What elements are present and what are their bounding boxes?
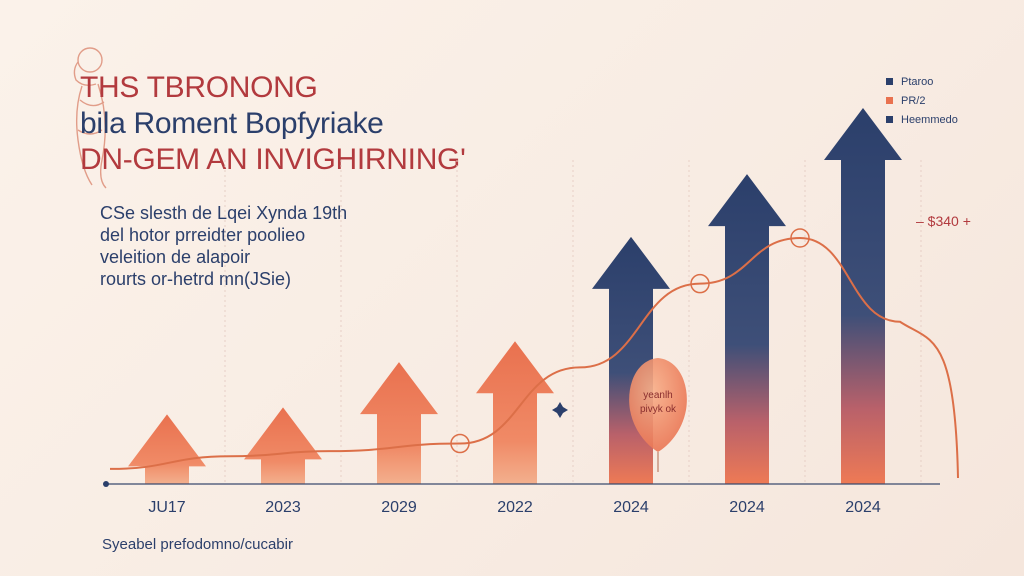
- axis-origin-dot: [103, 481, 109, 487]
- trend-marker: [790, 228, 810, 248]
- description-line: CSe slesth de Lqei Xynda 19th: [100, 203, 348, 223]
- trend-line: [109, 236, 959, 479]
- trend-marker: [690, 273, 710, 294]
- bar-arrow: [360, 362, 438, 484]
- title-line-3: DN-GEM AN INVIGHIRNING': [80, 143, 466, 176]
- balloon-shape: [629, 358, 687, 452]
- legend: Ptaroo PR/2 Heemmedo: [886, 72, 958, 129]
- legend-label: PR/2: [901, 94, 926, 107]
- x-tick-label: JU17: [148, 499, 185, 516]
- chart-title: THS TBRONONG bila Roment Bopfyriake DN-G…: [80, 70, 466, 178]
- legend-swatch: [886, 78, 893, 85]
- legend-label: Ptaroo: [901, 75, 934, 88]
- footer-caption: Syeabel prefodomno/cucabir: [102, 536, 293, 553]
- legend-item: PR/2: [886, 91, 958, 110]
- bar-arrow: [824, 108, 902, 484]
- x-tick-label: 2024: [613, 499, 649, 516]
- x-tick-label: 2029: [381, 499, 417, 516]
- x-tick-label: 2023: [265, 499, 301, 516]
- price-callout: – $340 +: [916, 213, 971, 229]
- legend-swatch: [886, 97, 893, 104]
- sparkle-icon: [552, 402, 568, 418]
- description-text: CSe slesth de Lqei Xynda 19th del hotor …: [100, 202, 347, 290]
- legend-item: Heemmedo: [886, 110, 958, 129]
- sketch-illustration: [73, 47, 107, 189]
- balloon-label: yeanlh: [643, 390, 672, 401]
- x-tick-label: 2024: [845, 499, 881, 516]
- x-tick-label: 2024: [729, 499, 765, 516]
- bar-arrow: [244, 407, 322, 484]
- balloon-label: pivyk ok: [640, 404, 677, 415]
- trend-marker: [450, 433, 470, 454]
- bar-arrow: [708, 174, 786, 485]
- legend-swatch: [886, 116, 893, 123]
- balloon-annotation: yeanlh pivyk ok: [629, 358, 687, 472]
- title-line-2: bila Roment Bopfyriake: [80, 107, 384, 140]
- legend-item: Ptaroo: [886, 72, 958, 91]
- description-line: del hotor prreidter poolieo: [100, 225, 306, 245]
- legend-label: Heemmedo: [901, 113, 958, 126]
- description-line: veleition de alapoir: [100, 247, 251, 267]
- description-line: rourts or-hetrd mn(JSie): [100, 269, 292, 289]
- title-line-1: THS TBRONONG: [80, 71, 318, 104]
- bar-arrow: [128, 414, 206, 484]
- x-tick-label: 2022: [497, 499, 533, 516]
